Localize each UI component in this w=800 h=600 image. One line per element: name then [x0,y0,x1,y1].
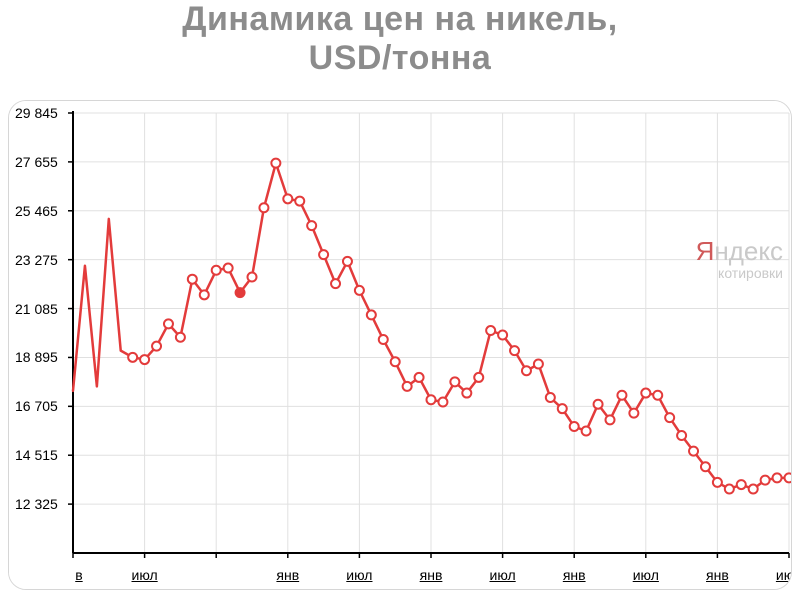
title-line-2: USD/тонна [309,39,492,77]
chart-area: 12 325 14 515 16 705 18 895 21 085 23 275 25 4… [9,101,791,589]
y-axis-label: 23 275 [15,252,58,268]
y-axis-label: 12 325 [15,496,58,512]
title-line-1: Динамика цен на никель, [182,0,618,38]
x-axis-label: июл [490,567,516,583]
x-axis-label: в [75,567,82,583]
y-axis-label: 18 895 [15,349,58,365]
chart-title: Динамика цен на никель, USD/тонна [0,0,800,78]
chart-frame: 12 325 14 515 16 705 18 895 21 085 23 275 25 4… [8,100,792,590]
x-axis-label: янв [563,567,586,583]
y-axis-label: 27 655 [15,154,58,170]
x-axis-label: июл [633,567,659,583]
y-axis-label: 25 465 [15,203,58,219]
y-axis-label: 14 515 [15,447,58,463]
x-axis-label: янв [706,567,729,583]
y-axis-label: 21 085 [15,301,58,317]
x-axis-label: янв [420,567,443,583]
y-axis-label: 29 845 [15,105,58,121]
y-axis-label: 16 705 [15,398,58,414]
x-axis-label: июл [776,567,792,583]
x-axis-label: янв [276,567,299,583]
x-axis-label: июл [346,567,372,583]
x-axis-label: июл [132,567,158,583]
